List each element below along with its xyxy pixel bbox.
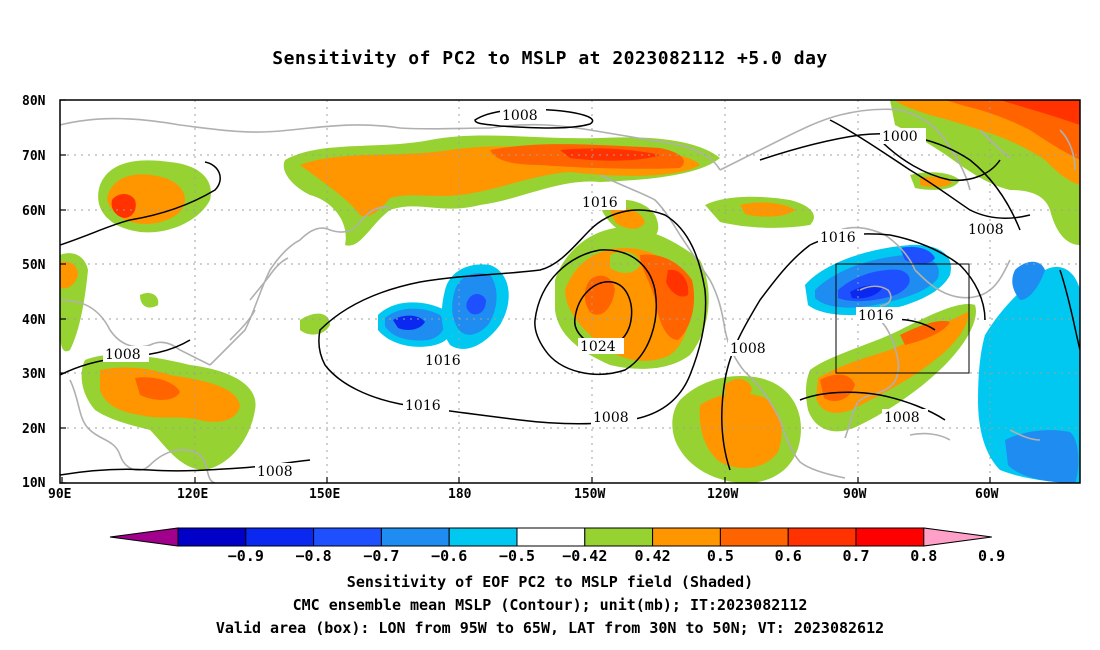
caption-line-2: CMC ensemble mean MSLP (Contour); unit(m… (292, 596, 808, 614)
colorbar: −0.9 −0.8 −0.7 −0.6 −0.5 −0.42 0.42 0.5 0.6 0.7 0.… (109, 527, 1005, 565)
map-frame (59, 99, 1081, 484)
contour-label: 1024 (580, 339, 616, 355)
lon-label: 120E (177, 487, 208, 502)
axis-ticks (60, 99, 991, 484)
colorbar-swatch (380, 527, 450, 547)
colorbar-tick-label: 0.6 (775, 547, 802, 565)
colorbar-swatch (719, 527, 789, 547)
colorbar-tick-label: −0.6 (431, 547, 467, 565)
lon-label: 120W (707, 487, 738, 502)
contour-label: 1008 (105, 347, 141, 363)
colorbar-tick-label: −0.5 (499, 547, 535, 565)
colorbar-tick-label: 0.9 (978, 547, 1005, 565)
lat-label: 10N (22, 476, 46, 491)
colorbar-max-arrow (923, 527, 992, 547)
valid-area-box (835, 263, 970, 374)
lon-label: 90E (48, 487, 71, 502)
colorbar-tick-label: −0.7 (363, 547, 399, 565)
colorbar-min-arrow (109, 527, 179, 547)
latitude-labels: 80N 70N 60N 50N 40N 30N 20N 10N (22, 94, 46, 491)
contour-label: 1008 (730, 341, 766, 357)
caption-line-1: Sensitivity of EOF PC2 to MSLP field (Sh… (346, 573, 754, 591)
figure-title: Sensitivity of PC2 to MSLP at 2023082112… (272, 48, 828, 69)
contour-label: 1008 (257, 464, 293, 480)
colorbar-tick-label: 0.8 (910, 547, 937, 565)
colorbar-tick-label: 0.7 (842, 547, 869, 565)
colorbar-tick-label: −0.9 (228, 547, 264, 565)
contour-label: 1008 (502, 108, 538, 124)
contour-label: 1016 (582, 195, 618, 211)
contour-label: 1016 (820, 230, 856, 246)
lat-label: 30N (22, 367, 46, 382)
colorbar-swatch (448, 527, 518, 547)
lon-label: 60W (975, 487, 999, 502)
colorbar-swatch (313, 527, 382, 547)
longitude-labels: 90E 120E 150E 180 150W 120W 90W 60W (48, 487, 999, 502)
contour-label: 1016 (405, 398, 441, 414)
colorbar-tick-label: 0.5 (707, 547, 734, 565)
colorbar-tick-label: −0.42 (562, 547, 607, 565)
lat-label: 80N (22, 94, 46, 109)
colorbar-swatch (177, 527, 247, 547)
lat-lon-grid (60, 100, 1080, 483)
colorbar-swatch (584, 527, 654, 547)
lon-label: 90W (843, 487, 867, 502)
contour-label: 1016 (425, 353, 461, 369)
colorbar-tick-label: 0.42 (635, 547, 671, 565)
lat-label: 70N (22, 149, 46, 164)
lon-label: 150W (574, 487, 605, 502)
colorbar-swatch (245, 527, 315, 547)
contour-labels: 1008 1000 1016 1008 1016 1024 1008 1016 … (103, 107, 1012, 480)
colorbar-swatch (855, 527, 925, 547)
lon-label: 150E (309, 487, 340, 502)
contour-label: 1008 (593, 410, 629, 426)
lat-label: 50N (22, 258, 46, 273)
lat-label: 20N (22, 422, 46, 437)
contour-label: 1000 (882, 129, 918, 145)
contour-label: 1016 (858, 308, 894, 324)
sensitivity-shading (60, 100, 1080, 483)
colorbar-swatch (787, 527, 857, 547)
lat-label: 60N (22, 204, 46, 219)
coastlines (60, 108, 1076, 483)
lon-label: 180 (448, 487, 472, 502)
colorbar-swatch (652, 527, 721, 547)
colorbar-tick-label: −0.8 (296, 547, 332, 565)
contour-label: 1008 (968, 222, 1004, 238)
caption-line-3: Valid area (box): LON from 95W to 65W, L… (215, 619, 885, 637)
colorbar-swatch (516, 527, 586, 547)
lat-label: 40N (22, 313, 46, 328)
contour-label: 1008 (884, 410, 920, 426)
